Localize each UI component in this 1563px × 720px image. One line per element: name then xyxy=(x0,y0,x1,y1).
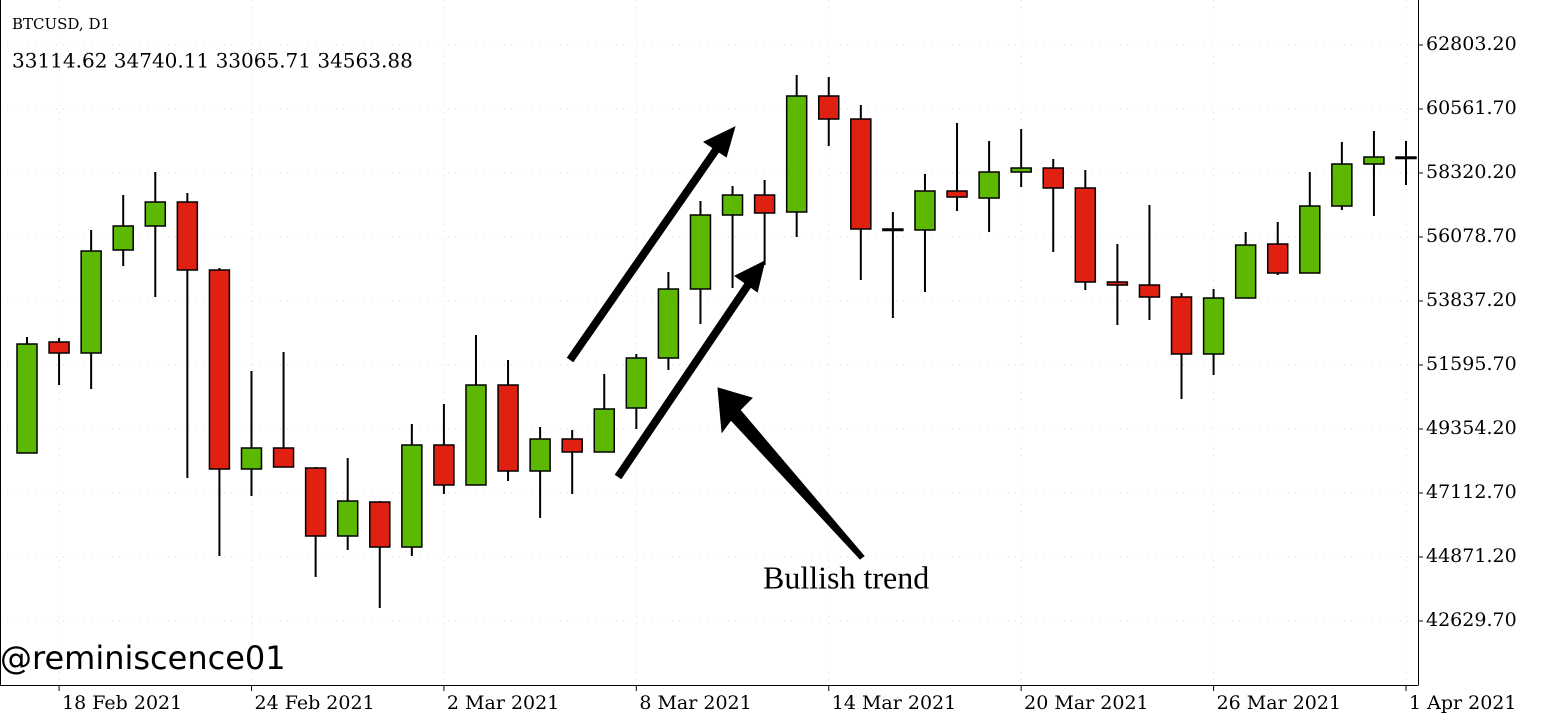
candle-body xyxy=(850,118,872,230)
candle-body xyxy=(1010,167,1032,173)
candle-body xyxy=(48,341,70,354)
arrow-head xyxy=(702,126,736,158)
y-tick-label: 53837.20 xyxy=(1426,289,1517,311)
candle-body xyxy=(561,438,583,453)
chart-title: BTCUSD, D1 xyxy=(12,15,110,33)
y-tick-label: 62803.20 xyxy=(1426,33,1517,55)
y-tick-label: 44871.20 xyxy=(1426,545,1517,567)
candle-body xyxy=(369,501,391,548)
y-tick-label: 49354.20 xyxy=(1426,417,1517,439)
candle-body xyxy=(401,444,423,548)
candle-body xyxy=(144,201,167,227)
y-tick-label: 56078.70 xyxy=(1426,225,1517,247)
arrows xyxy=(566,126,865,560)
x-tick-label: 14 Mar 2021 xyxy=(832,692,956,714)
candle-body xyxy=(112,225,134,251)
arrow-wedge xyxy=(717,387,865,560)
candle-body xyxy=(208,269,231,470)
candle-body xyxy=(1363,156,1385,165)
candle-body xyxy=(176,201,199,271)
candle-body xyxy=(593,408,616,453)
candle-body xyxy=(818,95,840,120)
watermark: @reminiscence01 xyxy=(0,639,286,677)
x-tick-label: 1 Apr 2021 xyxy=(1409,692,1517,714)
candle-body xyxy=(1042,167,1064,189)
x-tick-label: 2 Mar 2021 xyxy=(447,692,559,714)
candle-body xyxy=(946,190,968,198)
candle-body xyxy=(1138,284,1161,298)
candle-body xyxy=(1331,163,1353,207)
candle-body xyxy=(1266,243,1289,274)
x-tick-label: 20 Mar 2021 xyxy=(1024,692,1148,714)
candle-body xyxy=(721,194,744,216)
candle-body xyxy=(625,357,648,409)
candle-body xyxy=(16,343,38,454)
candle-body xyxy=(882,228,904,232)
candle-body xyxy=(1395,156,1417,160)
candle-body xyxy=(433,444,455,486)
candle-body xyxy=(978,171,1000,199)
candle-body xyxy=(497,384,519,472)
candle-body xyxy=(1234,244,1257,299)
candle-body xyxy=(465,384,487,486)
candle-body xyxy=(304,467,327,537)
candle-body xyxy=(272,447,295,468)
candle-body xyxy=(657,288,680,359)
candle-body xyxy=(753,194,776,214)
y-tick-label: 60561.70 xyxy=(1426,97,1517,119)
candle-body xyxy=(529,438,551,472)
x-tick-label: 18 Feb 2021 xyxy=(62,692,182,714)
arrow-shaft xyxy=(566,144,722,363)
y-tick-label: 42629.70 xyxy=(1426,609,1517,631)
x-tick-label: 8 Mar 2021 xyxy=(639,692,751,714)
candle-body xyxy=(1106,281,1129,286)
candle-body xyxy=(1170,296,1193,355)
y-tick-label: 51595.70 xyxy=(1426,353,1517,375)
candle-body xyxy=(80,250,102,354)
arrow-head xyxy=(734,260,766,293)
candle-body xyxy=(689,214,712,290)
x-tick-label: 24 Feb 2021 xyxy=(254,692,374,714)
candle-body xyxy=(785,95,808,213)
candle-body xyxy=(240,447,263,470)
y-tick-label: 47112.70 xyxy=(1426,481,1517,503)
arrow-shaft xyxy=(614,279,754,480)
annotation: Bullish trend xyxy=(763,559,929,595)
candle-body xyxy=(336,500,359,537)
candles xyxy=(16,75,1417,609)
candle-body xyxy=(1074,187,1097,283)
x-tick-label: 26 Mar 2021 xyxy=(1217,692,1341,714)
candle-body xyxy=(1299,205,1321,274)
y-tick-label: 58320.20 xyxy=(1426,161,1517,183)
candle-body xyxy=(1202,297,1225,355)
ohlc-readout: 33114.62 34740.11 33065.71 34563.88 xyxy=(12,49,413,73)
candle-body xyxy=(914,190,936,231)
